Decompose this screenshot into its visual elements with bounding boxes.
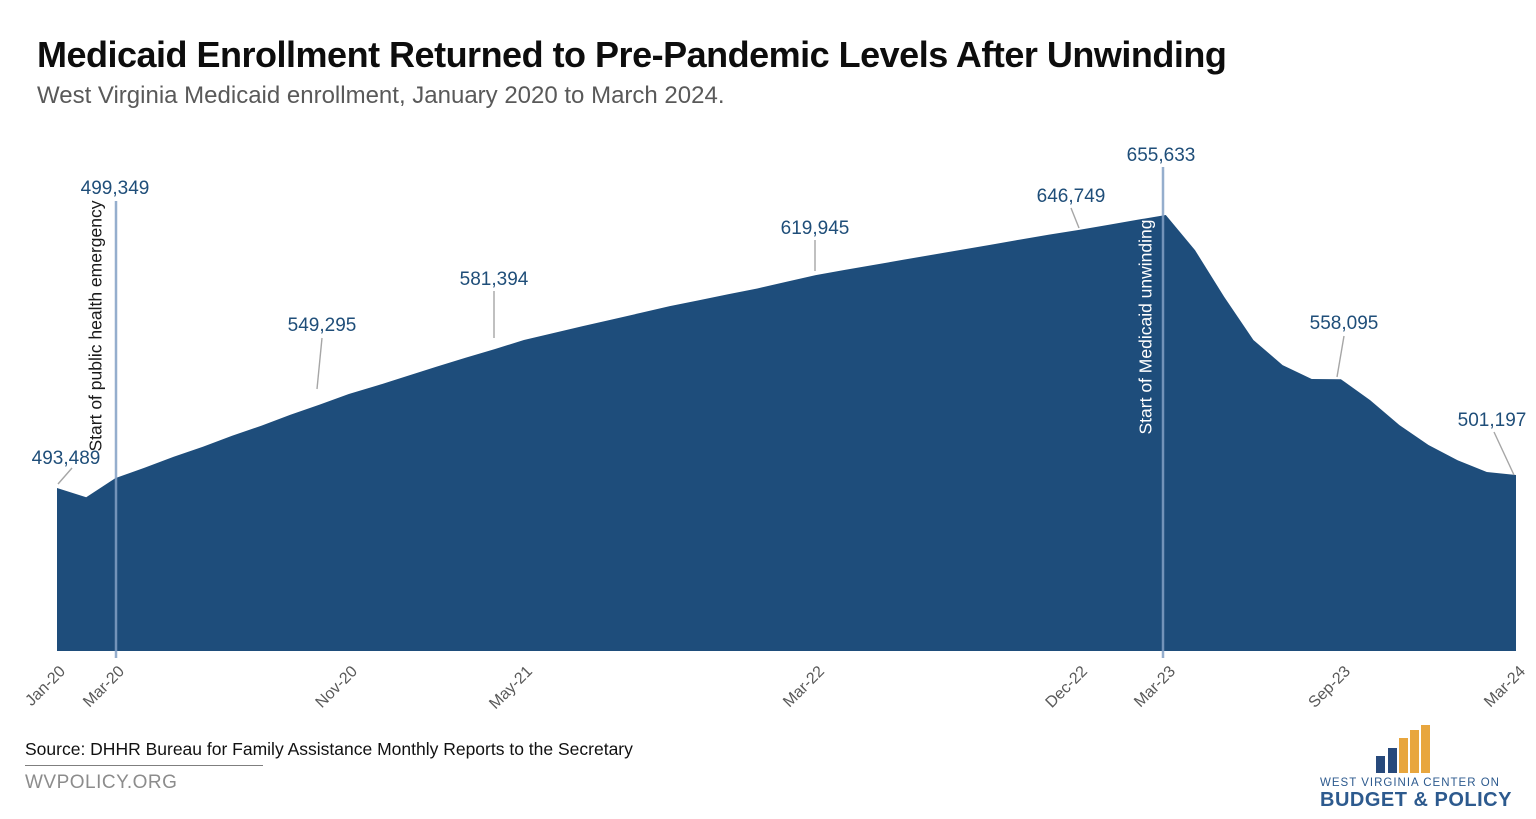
annotation-public-health-emergency: Start of public health emergency (85, 200, 106, 452)
data-label-may-21: 581,394 (459, 269, 529, 290)
ascending-bar-chart-icon (1376, 725, 1432, 773)
data-label-jan-20: 493,489 (31, 448, 101, 469)
logo-org-title: BUDGET & POLICY (1320, 789, 1512, 811)
wvcbp-logo: WEST VIRGINIA CENTER ON BUDGET & POLICY (1320, 720, 1512, 811)
enrollment-area-series (57, 215, 1516, 651)
source-citation: Source: DHHR Bureau for Family Assistanc… (25, 739, 633, 759)
page-title: Medicaid Enrollment Returned to Pre-Pand… (37, 34, 1227, 75)
page-subtitle: West Virginia Medicaid enrollment, Janua… (37, 82, 725, 109)
website-url: WVPOLICY.ORG (25, 772, 178, 793)
data-label-mar-20: 499,349 (80, 178, 150, 199)
callout-leader-lines (57, 207, 1515, 485)
data-label-mar-22: 619,945 (780, 218, 850, 239)
logo-org-name: WEST VIRGINIA CENTER ON (1320, 777, 1500, 789)
data-label-dec-22: 646,749 (1036, 186, 1106, 207)
source-divider (25, 765, 263, 766)
data-label-sep-23: 558,095 (1309, 313, 1379, 334)
data-label-mar-23: 655,633 (1126, 145, 1196, 166)
data-label-mar-24: 501,197 (1457, 410, 1527, 431)
data-label-nov-20: 549,295 (287, 315, 357, 336)
annotation-medicaid-unwinding: Start of Medicaid unwinding (1135, 219, 1156, 435)
